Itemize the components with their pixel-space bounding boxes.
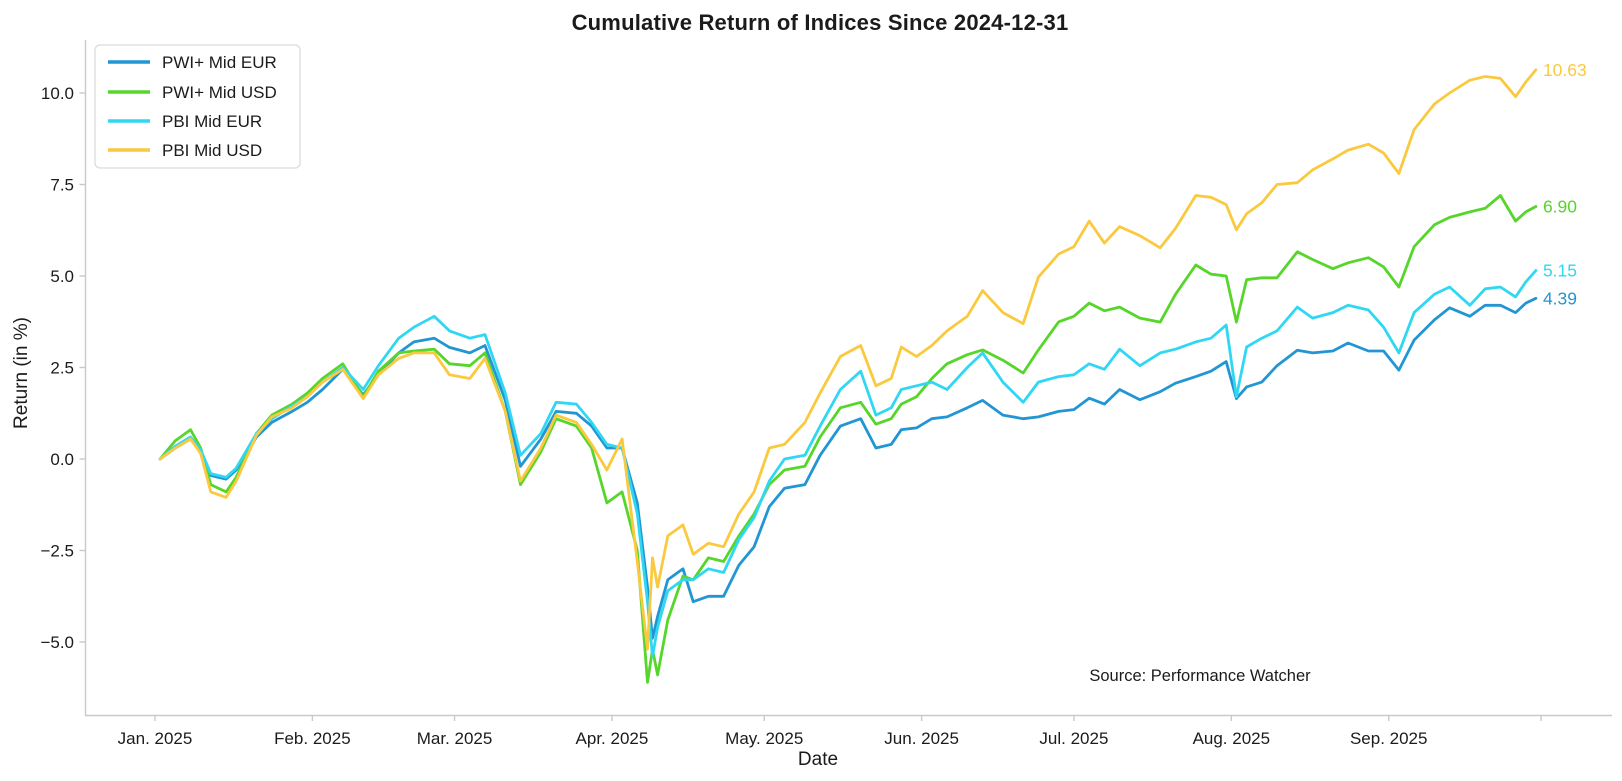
y-tick-label: 10.0 (41, 84, 74, 103)
legend-label-pbi-mid-usd: PBI Mid USD (162, 141, 262, 160)
series-line-pwi-mid-usd (158, 194, 1538, 684)
source-note: Source: Performance Watcher (1089, 667, 1311, 685)
end-label-pwi-mid-usd: 6.90 (1543, 196, 1577, 216)
y-tick-label: 2.5 (50, 359, 74, 378)
end-label-pwi-mid-eur: 4.39 (1543, 288, 1577, 308)
x-tick-label: May. 2025 (725, 729, 803, 748)
x-tick-label: Sep. 2025 (1350, 729, 1428, 748)
x-tick-label: Mar. 2025 (417, 729, 493, 748)
x-tick-label: Aug. 2025 (1193, 729, 1271, 748)
chart-title: Cumulative Return of Indices Since 2024-… (572, 10, 1069, 35)
end-label-pbi-mid-usd: 10.63 (1543, 60, 1587, 80)
legend-label-pwi-mid-usd: PWI+ Mid USD (162, 83, 277, 102)
y-tick-label: 5.0 (50, 267, 74, 286)
series-line-pbi-mid-eur (158, 269, 1538, 658)
x-tick-label: Jun. 2025 (884, 729, 959, 748)
y-tick-label: 0.0 (50, 450, 74, 469)
legend-box (94, 44, 301, 169)
plot-area: Jan. 2025 Feb. 2025 Mar. 2025 Apr. 2025 May.… (40, 60, 1586, 748)
series-line-pwi-mid-eur (158, 296, 1538, 640)
y-tick-label: −2.5 (40, 542, 74, 561)
y-tick-label: 7.5 (50, 176, 74, 195)
y-tick-label: −5.0 (40, 633, 74, 652)
y-axis-title: Return (in %) (11, 317, 32, 429)
x-tick-label: Feb. 2025 (274, 729, 351, 748)
legend-label-pwi-mid-eur: PWI+ Mid EUR (162, 53, 277, 72)
legend-label-pbi-mid-eur: PBI Mid EUR (162, 112, 262, 131)
legend: PWI+ Mid EUR PWI+ Mid USD PBI Mid EUR PB… (94, 44, 301, 169)
x-tick-label: Jul. 2025 (1039, 729, 1108, 748)
x-tick-label: Jan. 2025 (118, 729, 193, 748)
x-axis-title: Date (798, 749, 838, 770)
x-tick-label: Apr. 2025 (576, 729, 649, 748)
end-label-pbi-mid-eur: 5.15 (1543, 261, 1577, 281)
series-line-pbi-mid-usd (158, 68, 1538, 651)
